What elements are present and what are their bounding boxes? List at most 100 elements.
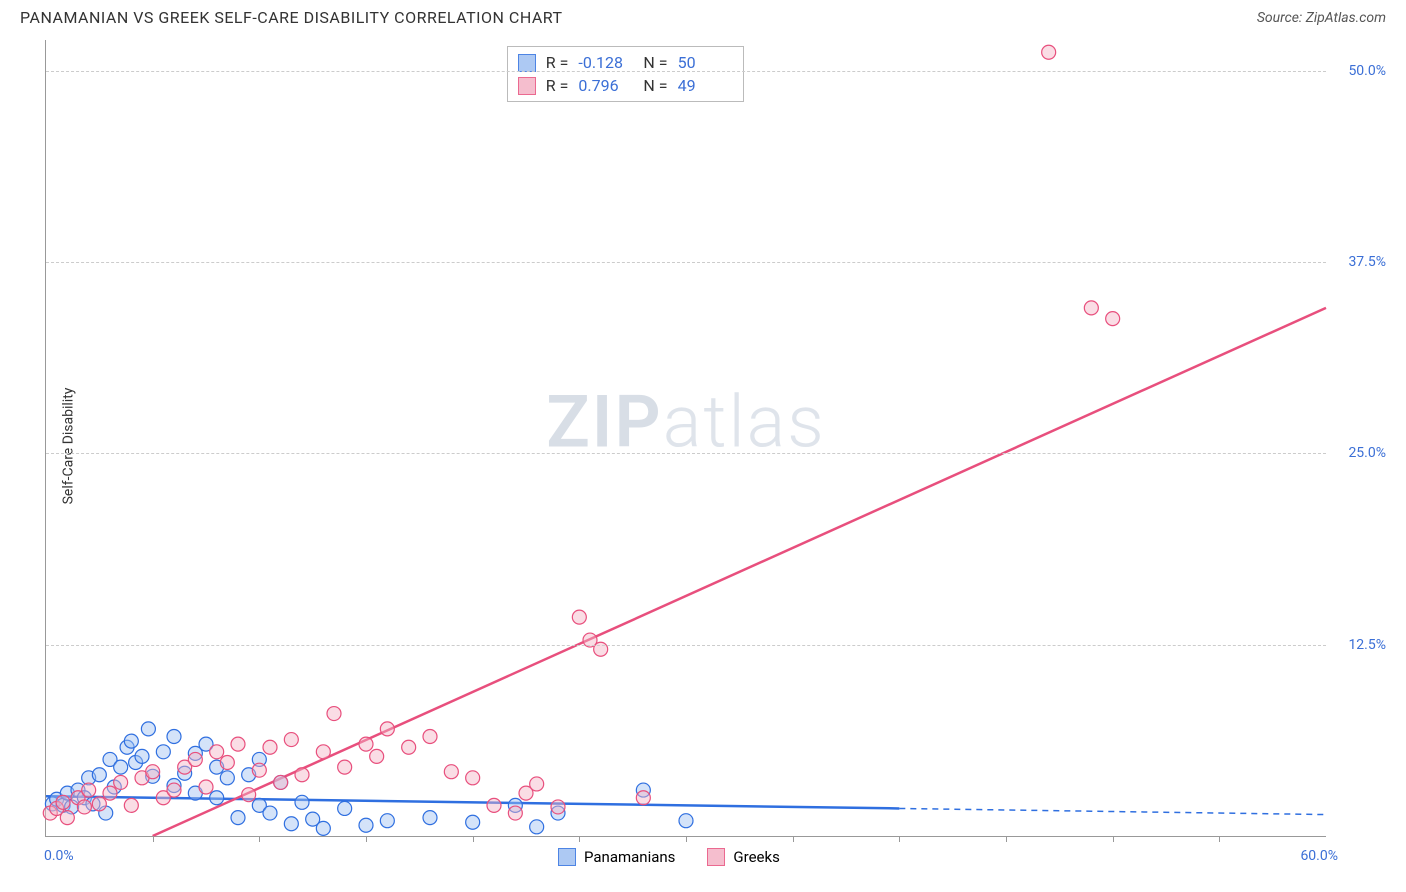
legend-swatch	[558, 848, 576, 866]
data-point	[316, 745, 330, 759]
data-point	[263, 740, 277, 754]
series-swatch	[518, 77, 536, 95]
data-point	[199, 780, 213, 794]
data-point	[124, 734, 138, 748]
x-tick-min: 0.0%	[44, 848, 74, 864]
data-point	[444, 765, 458, 779]
data-point	[1084, 301, 1098, 315]
data-point	[92, 768, 106, 782]
x-tick	[579, 836, 580, 842]
data-point	[274, 775, 288, 789]
legend-label: Greeks	[733, 848, 779, 866]
data-point	[220, 756, 234, 770]
gridline	[46, 645, 1326, 646]
data-point	[508, 806, 522, 820]
data-point	[141, 722, 155, 736]
plot-region: ZIPatlas R =-0.128N =50R =0.796N =49 0.0…	[45, 40, 1326, 837]
data-point	[1106, 312, 1120, 326]
data-point	[338, 760, 352, 774]
data-point	[210, 745, 224, 759]
data-point	[56, 795, 70, 809]
data-point	[114, 775, 128, 789]
data-point	[551, 800, 565, 814]
data-point	[284, 733, 298, 747]
x-tick	[473, 836, 474, 842]
data-point	[295, 768, 309, 782]
chart-title: PANAMANIAN VS GREEK SELF-CARE DISABILITY…	[20, 8, 563, 27]
data-point	[135, 749, 149, 763]
data-point	[380, 814, 394, 828]
data-point	[263, 806, 277, 820]
data-point	[167, 783, 181, 797]
x-tick	[1219, 836, 1220, 842]
x-tick	[259, 836, 260, 842]
data-point	[679, 814, 693, 828]
x-tick	[366, 836, 367, 842]
data-point	[252, 763, 266, 777]
data-point	[423, 811, 437, 825]
legend-label: Panamanians	[584, 848, 675, 866]
data-point	[60, 811, 74, 825]
gridline	[46, 71, 1326, 72]
x-tick	[899, 836, 900, 842]
y-tick-label: 12.5%	[1348, 637, 1386, 653]
data-point	[103, 786, 117, 800]
y-tick-label: 37.5%	[1348, 254, 1386, 270]
chart-area: ZIPatlas R =-0.128N =50R =0.796N =49 0.0…	[45, 40, 1326, 837]
y-tick-label: 25.0%	[1348, 445, 1386, 461]
source-credit: Source: ZipAtlas.com	[1257, 10, 1386, 26]
legend-swatch	[707, 848, 725, 866]
data-point	[402, 740, 416, 754]
data-point	[114, 760, 128, 774]
data-point	[636, 791, 650, 805]
data-point	[284, 817, 298, 831]
legend-item: Greeks	[707, 848, 779, 866]
gridline	[46, 262, 1326, 263]
x-tick	[1113, 836, 1114, 842]
data-point	[370, 749, 384, 763]
data-point	[295, 795, 309, 809]
data-point	[466, 815, 480, 829]
data-point	[359, 818, 373, 832]
data-point	[466, 771, 480, 785]
data-point	[167, 730, 181, 744]
data-point	[220, 771, 234, 785]
data-point	[124, 798, 138, 812]
data-point	[92, 797, 106, 811]
trend-line	[899, 808, 1326, 814]
data-point	[423, 730, 437, 744]
data-point	[572, 610, 586, 624]
y-tick-label: 50.0%	[1348, 63, 1386, 79]
correlation-box: R =-0.128N =50R =0.796N =49	[507, 46, 744, 102]
data-point	[210, 791, 224, 805]
data-point	[487, 798, 501, 812]
data-point	[231, 737, 245, 751]
correlation-row: R =0.796N =49	[518, 74, 733, 97]
x-tick	[153, 836, 154, 842]
data-point	[146, 765, 160, 779]
data-point	[1042, 45, 1056, 59]
series-swatch	[518, 54, 536, 72]
x-tick	[1006, 836, 1007, 842]
data-point	[242, 788, 256, 802]
data-point	[316, 821, 330, 835]
x-tick	[793, 836, 794, 842]
data-point	[338, 801, 352, 815]
plot-svg	[46, 40, 1326, 836]
data-point	[82, 783, 96, 797]
x-tick	[686, 836, 687, 842]
data-point	[231, 811, 245, 825]
data-point	[530, 820, 544, 834]
gridline	[46, 453, 1326, 454]
legend-item: Panamanians	[558, 848, 675, 866]
data-point	[77, 800, 91, 814]
data-point	[359, 737, 373, 751]
x-tick-max: 60.0%	[1300, 848, 1338, 864]
data-point	[380, 722, 394, 736]
data-point	[156, 745, 170, 759]
trend-line	[46, 796, 899, 808]
legend: Panamanians Greeks	[558, 848, 780, 866]
data-point	[327, 707, 341, 721]
data-point	[530, 777, 544, 791]
data-point	[188, 752, 202, 766]
